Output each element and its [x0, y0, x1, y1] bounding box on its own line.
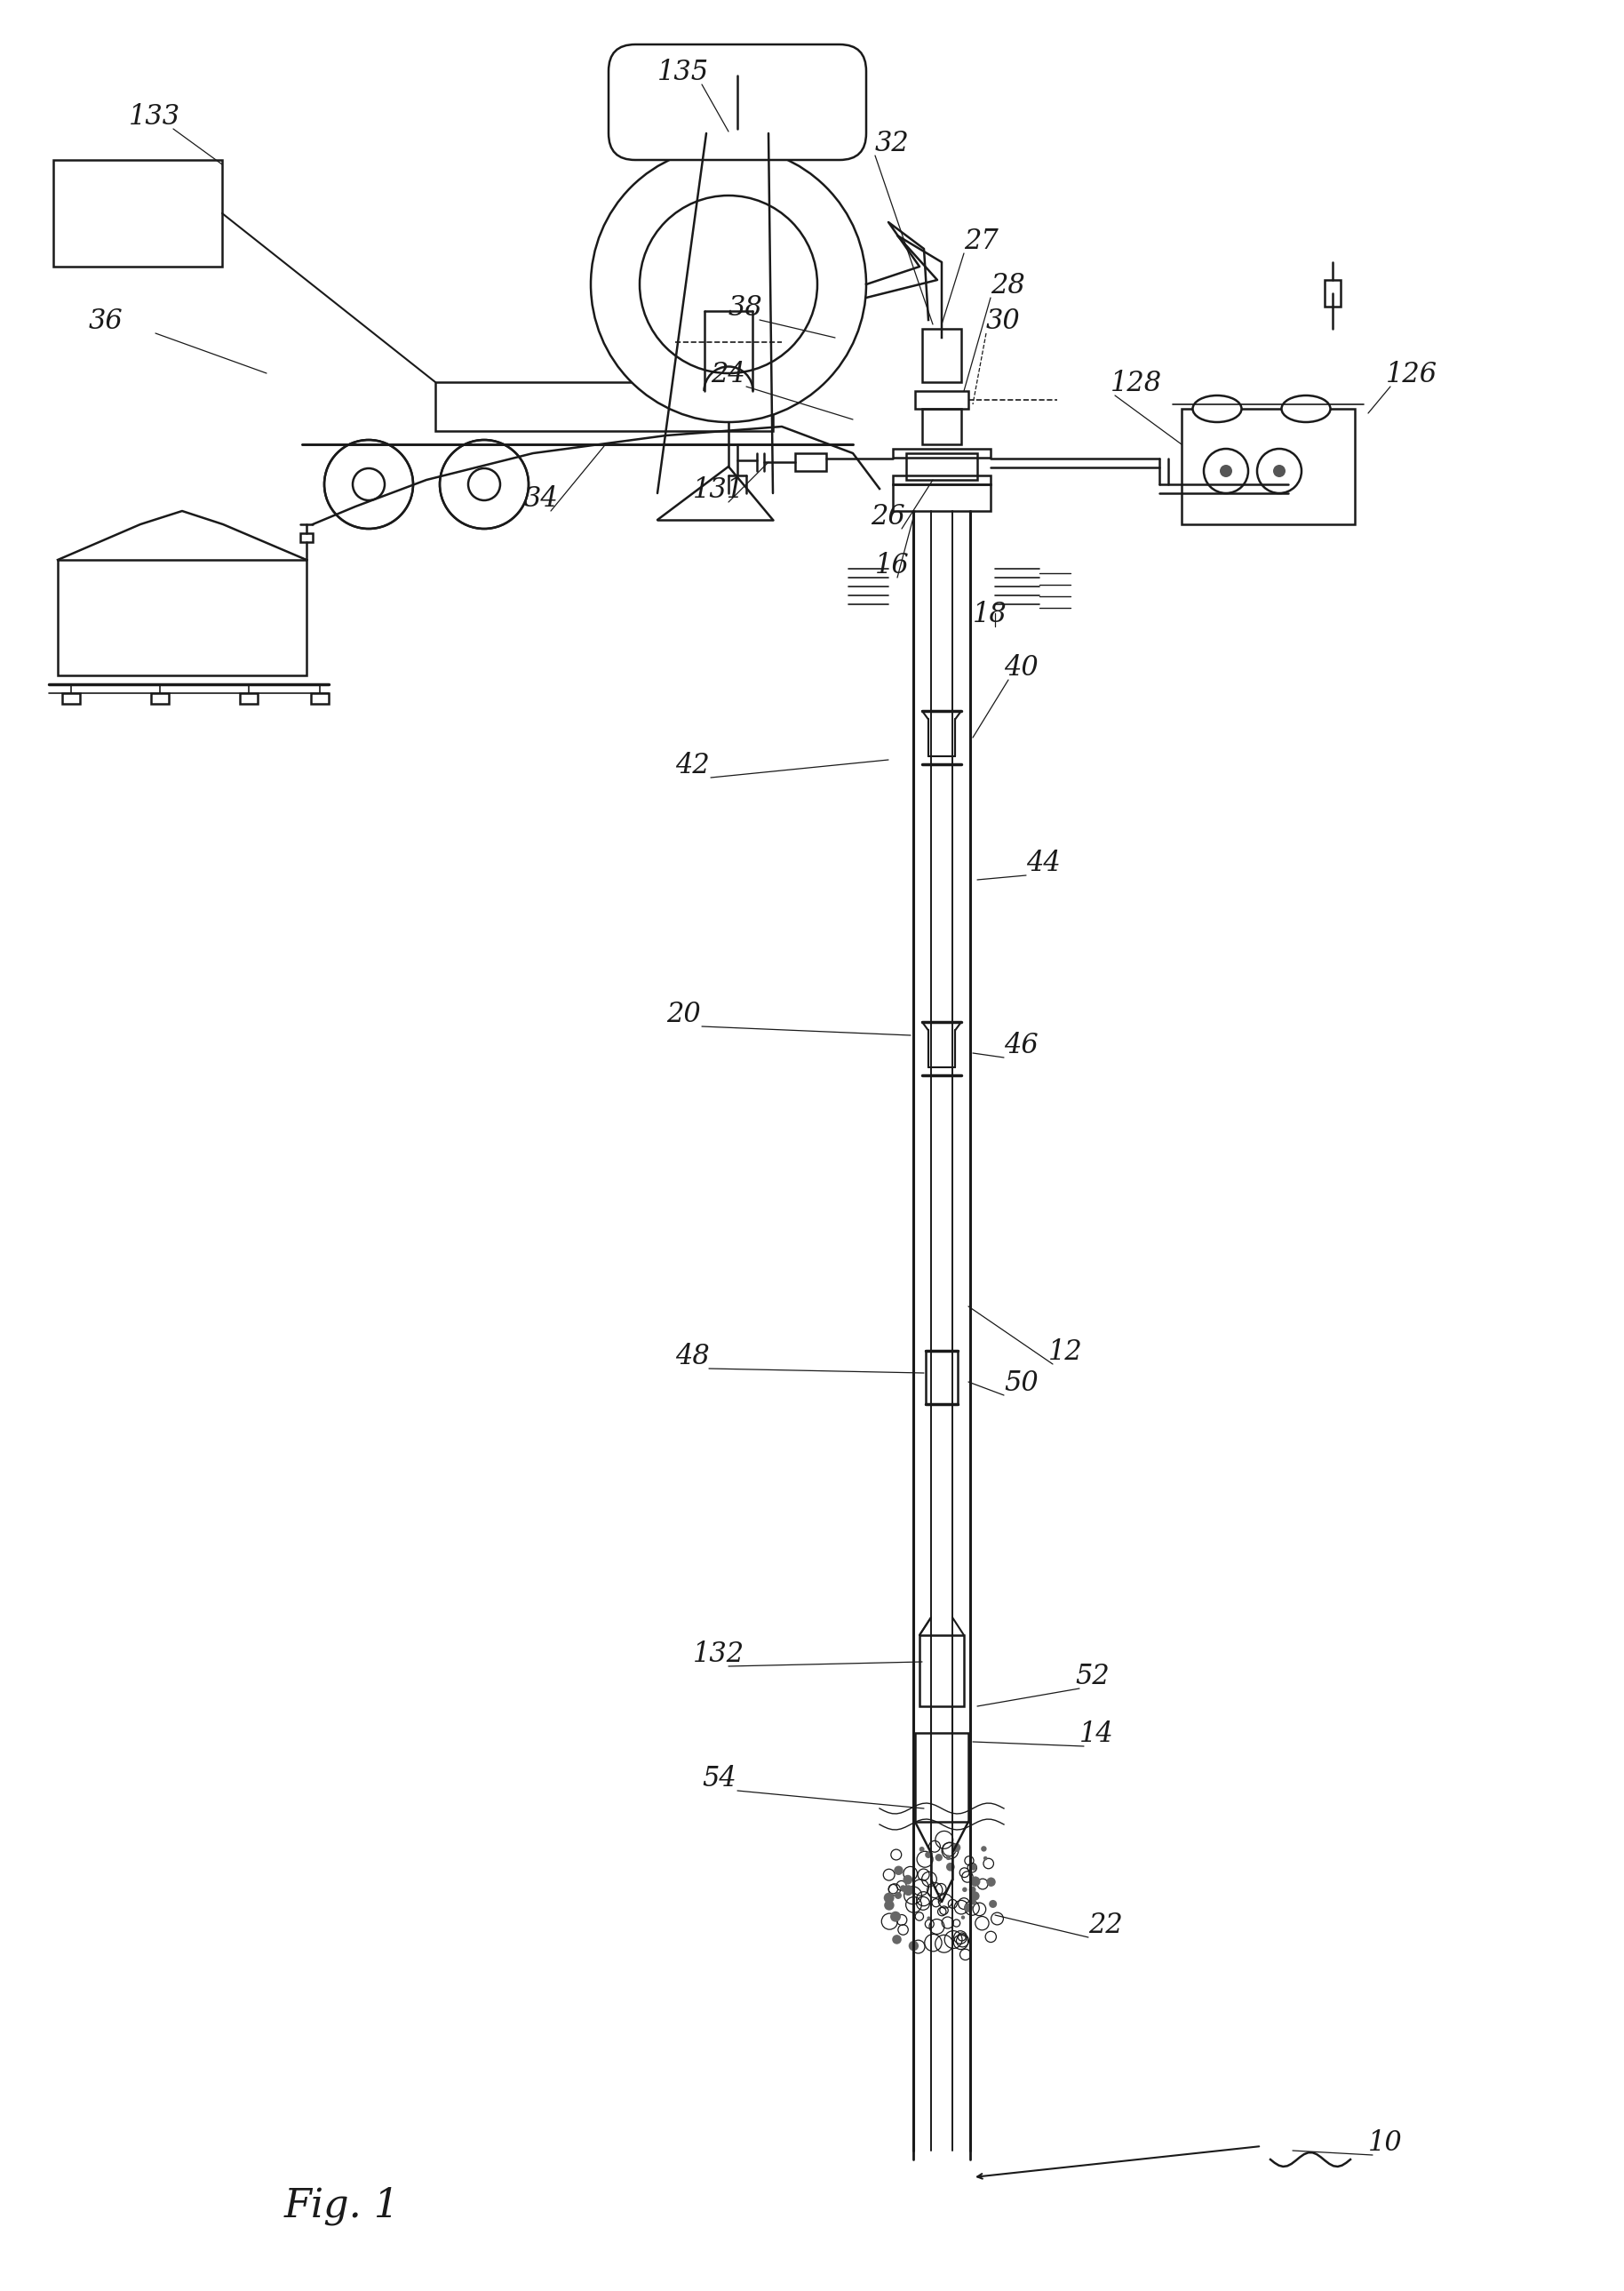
Circle shape [965, 1904, 973, 1913]
Circle shape [903, 1885, 914, 1895]
Circle shape [970, 1885, 976, 1892]
Text: 16: 16 [875, 552, 909, 580]
Circle shape [970, 1865, 978, 1869]
Circle shape [903, 1874, 913, 1885]
Bar [922, 330, 961, 383]
Circle shape [984, 1856, 987, 1860]
Text: 131: 131 [693, 477, 744, 504]
Text: 34: 34 [525, 486, 559, 513]
Bar [914, 1732, 968, 1821]
Circle shape [961, 1915, 965, 1920]
Text: 28: 28 [991, 273, 1025, 300]
Text: 128: 128 [1111, 369, 1163, 396]
Text: 14: 14 [1080, 1721, 1114, 1748]
Text: 18: 18 [973, 600, 1007, 628]
Text: 52: 52 [1075, 1663, 1109, 1691]
Circle shape [981, 1847, 987, 1851]
Text: 38: 38 [729, 293, 763, 321]
Circle shape [591, 147, 866, 422]
Text: 30: 30 [986, 307, 1020, 334]
Circle shape [919, 1847, 924, 1851]
Bar [893, 449, 991, 458]
Bar [58, 559, 307, 676]
Text: 54: 54 [702, 1764, 736, 1792]
Circle shape [900, 1885, 906, 1892]
Circle shape [986, 1876, 996, 1885]
Circle shape [947, 1863, 955, 1872]
Bar [1325, 280, 1340, 307]
Circle shape [440, 440, 528, 529]
Text: 27: 27 [965, 227, 999, 254]
Text: 48: 48 [676, 1343, 710, 1370]
Circle shape [968, 1906, 973, 1911]
Bar [926, 1352, 958, 1404]
Bar [906, 454, 978, 479]
Circle shape [908, 1940, 919, 1952]
Circle shape [1220, 465, 1233, 477]
Bar [1182, 408, 1354, 525]
Circle shape [926, 1851, 932, 1858]
Circle shape [970, 1899, 976, 1904]
Ellipse shape [1281, 396, 1330, 422]
Circle shape [883, 1899, 895, 1911]
Text: 22: 22 [1088, 1911, 1122, 1938]
Circle shape [952, 1844, 961, 1851]
Circle shape [927, 1915, 931, 1920]
Text: 42: 42 [676, 751, 710, 779]
Text: 132: 132 [693, 1640, 744, 1668]
Bar [914, 392, 968, 408]
Circle shape [325, 440, 412, 529]
Bar [893, 483, 991, 511]
Bar [62, 694, 80, 703]
Circle shape [892, 1936, 901, 1945]
Bar [919, 1636, 965, 1707]
Bar [54, 160, 222, 266]
Text: 44: 44 [1026, 850, 1060, 877]
Circle shape [883, 1892, 895, 1904]
Text: 133: 133 [128, 103, 180, 131]
Circle shape [963, 1888, 968, 1892]
Circle shape [945, 1856, 950, 1860]
Circle shape [890, 1911, 901, 1922]
Text: 24: 24 [711, 360, 745, 389]
Text: 126: 126 [1385, 360, 1437, 389]
Bar [796, 454, 827, 472]
Bar [922, 408, 961, 444]
Bar [435, 383, 773, 431]
Text: 135: 135 [658, 60, 710, 87]
FancyBboxPatch shape [609, 44, 866, 160]
Text: 26: 26 [870, 504, 905, 532]
Text: Fig. 1: Fig. 1 [284, 2188, 400, 2225]
Circle shape [935, 1853, 942, 1860]
Bar [893, 477, 991, 483]
Ellipse shape [1192, 396, 1241, 422]
Bar [310, 694, 328, 703]
Circle shape [970, 1892, 979, 1902]
Circle shape [895, 1892, 901, 1899]
Text: 36: 36 [89, 307, 123, 334]
Text: 12: 12 [1049, 1338, 1083, 1365]
Circle shape [893, 1865, 903, 1874]
Circle shape [970, 1876, 981, 1885]
Circle shape [989, 1899, 997, 1908]
Circle shape [1273, 465, 1286, 477]
Bar [240, 694, 258, 703]
Text: 10: 10 [1367, 2128, 1403, 2156]
Text: 50: 50 [1004, 1370, 1038, 1398]
Text: 46: 46 [1004, 1031, 1038, 1058]
Bar [300, 534, 313, 543]
Text: 40: 40 [1004, 653, 1038, 683]
Text: 32: 32 [875, 131, 909, 158]
Text: 20: 20 [666, 1001, 700, 1029]
Bar [151, 694, 169, 703]
